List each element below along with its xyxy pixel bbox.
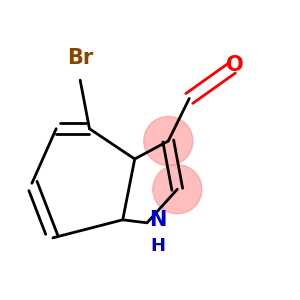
Text: H: H [150, 237, 165, 255]
Text: O: O [226, 56, 243, 76]
Text: Br: Br [67, 48, 93, 68]
Text: N: N [149, 210, 166, 230]
Circle shape [153, 165, 202, 214]
Circle shape [144, 116, 193, 166]
